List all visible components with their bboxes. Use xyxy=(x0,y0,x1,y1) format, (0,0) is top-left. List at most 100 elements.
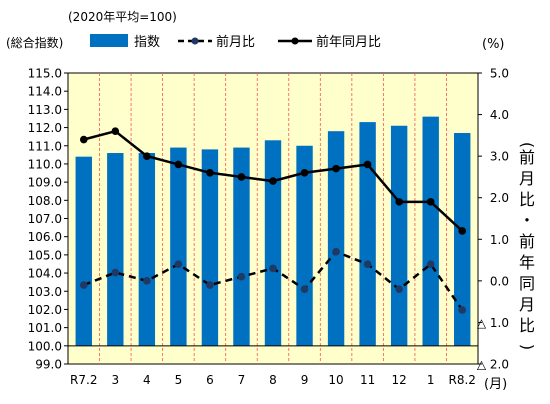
legend-index-label: 指数 xyxy=(134,35,160,50)
point-yoy xyxy=(143,152,151,160)
left-tick-label: 111.0 xyxy=(28,139,62,153)
x-tick-label: 7 xyxy=(238,373,246,387)
legend-yoy-label: 前年同月比 xyxy=(316,34,381,50)
bar-index xyxy=(201,149,219,346)
x-tick-label: 9 xyxy=(301,373,309,387)
right-axis-title-char: 年 xyxy=(519,253,535,272)
x-tick-label: 4 xyxy=(143,373,151,387)
point-yoy xyxy=(237,173,246,181)
point-yoy xyxy=(269,177,277,185)
x-tick-label: 3 xyxy=(111,373,119,387)
point-mom xyxy=(79,281,88,289)
right-axis-title-char: 前 xyxy=(519,232,535,251)
base-note: (2020年平均=100) xyxy=(68,10,177,24)
point-yoy xyxy=(206,168,214,177)
bar-index xyxy=(296,145,313,346)
point-yoy xyxy=(426,198,435,206)
point-yoy xyxy=(332,164,340,173)
left-tick-label: 104.0 xyxy=(28,267,62,281)
x-tick-label: 12 xyxy=(392,373,407,387)
bar-index xyxy=(264,140,282,346)
left-tick-label: 110.0 xyxy=(28,157,62,171)
left-axis: 115.0 114.0 113.0 112.0 111.0 110.0 109.0 108.0… xyxy=(28,67,68,372)
right-tick-label: 5.0 xyxy=(490,67,509,81)
right-axis-title-char: ( xyxy=(518,142,537,148)
legend-index-swatch xyxy=(90,34,128,47)
legend: 指数 前月比 前年同月比 xyxy=(90,34,381,50)
right-axis-title-char: ) xyxy=(518,344,537,350)
right-axis: 5.0 4.0 3.0 2.0 1.0 0.0 △ 1.0 △ 2.0 xyxy=(477,67,509,372)
x-tick-label: 10 xyxy=(328,373,343,387)
right-axis-title: (前月比・前年同月比) xyxy=(518,142,537,350)
x-axis-unit: (月) xyxy=(484,377,507,392)
left-tick-label: 113.0 xyxy=(28,103,62,117)
right-axis-title-char: ・ xyxy=(519,211,535,230)
right-tick-label: 2.0 xyxy=(490,191,509,205)
left-tick-label: 115.0 xyxy=(28,67,62,81)
left-tick-label: 99.0 xyxy=(35,358,62,372)
point-yoy xyxy=(300,168,309,177)
point-mom xyxy=(174,260,183,269)
left-tick-label: 108.0 xyxy=(28,194,62,208)
bar-index xyxy=(390,125,408,346)
legend-yoy-marker xyxy=(291,37,299,45)
point-mom xyxy=(300,285,309,293)
x-tick-label: 6 xyxy=(206,373,214,387)
right-axis-title-char: 比 xyxy=(519,316,535,335)
right-tick-label: 4.0 xyxy=(490,108,509,122)
point-yoy xyxy=(111,127,120,135)
x-tick-label: R7.2 xyxy=(70,373,97,387)
bar-index xyxy=(75,156,92,346)
right-tick-label: 3.0 xyxy=(490,150,509,164)
bars xyxy=(75,116,471,346)
x-tick-label: 5 xyxy=(175,373,183,387)
bar-index xyxy=(454,133,471,346)
point-yoy xyxy=(174,160,183,169)
point-mom xyxy=(111,268,120,277)
point-yoy xyxy=(79,135,88,144)
x-tick-label: 8 xyxy=(269,373,277,387)
left-axis-unit: (総合指数) xyxy=(6,35,63,50)
point-mom xyxy=(206,281,214,289)
right-axis-title-char: 月 xyxy=(519,169,535,188)
bar-index xyxy=(170,147,187,346)
point-mom xyxy=(332,247,340,256)
x-axis: R7.2 3 4 5 6 7 8 9 10 11 12 1 R8.2 xyxy=(70,373,476,387)
point-mom xyxy=(395,285,403,293)
bar-index xyxy=(422,116,439,346)
bar-index xyxy=(233,147,250,346)
left-tick-label: 114.0 xyxy=(28,85,62,99)
point-mom xyxy=(363,260,372,269)
point-yoy xyxy=(363,160,372,169)
point-mom xyxy=(269,264,277,273)
bar-index xyxy=(107,153,124,346)
point-mom xyxy=(143,277,151,285)
point-mom xyxy=(237,272,246,281)
right-axis-title-char: 前 xyxy=(519,148,535,167)
left-tick-label: 107.0 xyxy=(28,212,62,226)
point-mom xyxy=(458,306,467,314)
point-yoy xyxy=(458,227,467,235)
right-axis-title-char: 比 xyxy=(519,190,535,209)
left-tick-label: 112.0 xyxy=(28,121,62,135)
x-tick-label: 1 xyxy=(427,373,435,387)
right-axis-unit: (%) xyxy=(482,37,505,52)
bar-index xyxy=(359,122,376,346)
left-tick-label: 106.0 xyxy=(28,230,62,244)
left-tick-label: 101.0 xyxy=(28,321,62,335)
bar-index xyxy=(138,153,156,346)
right-tick-label: 0.0 xyxy=(490,274,509,288)
right-tick-label: 1.0 xyxy=(490,233,509,247)
left-tick-label: 102.0 xyxy=(28,303,62,317)
x-tick-label: R8.2 xyxy=(449,373,476,387)
right-axis-title-char: 同 xyxy=(519,274,535,293)
bar-index xyxy=(327,131,345,346)
x-tick-label: 11 xyxy=(360,373,375,387)
left-tick-label: 103.0 xyxy=(28,285,62,299)
right-tick-label: △ 2.0 xyxy=(477,358,509,372)
left-tick-label: 105.0 xyxy=(28,248,62,262)
lines xyxy=(79,127,467,314)
point-yoy xyxy=(395,198,403,206)
legend-mom-label: 前月比 xyxy=(216,34,255,50)
